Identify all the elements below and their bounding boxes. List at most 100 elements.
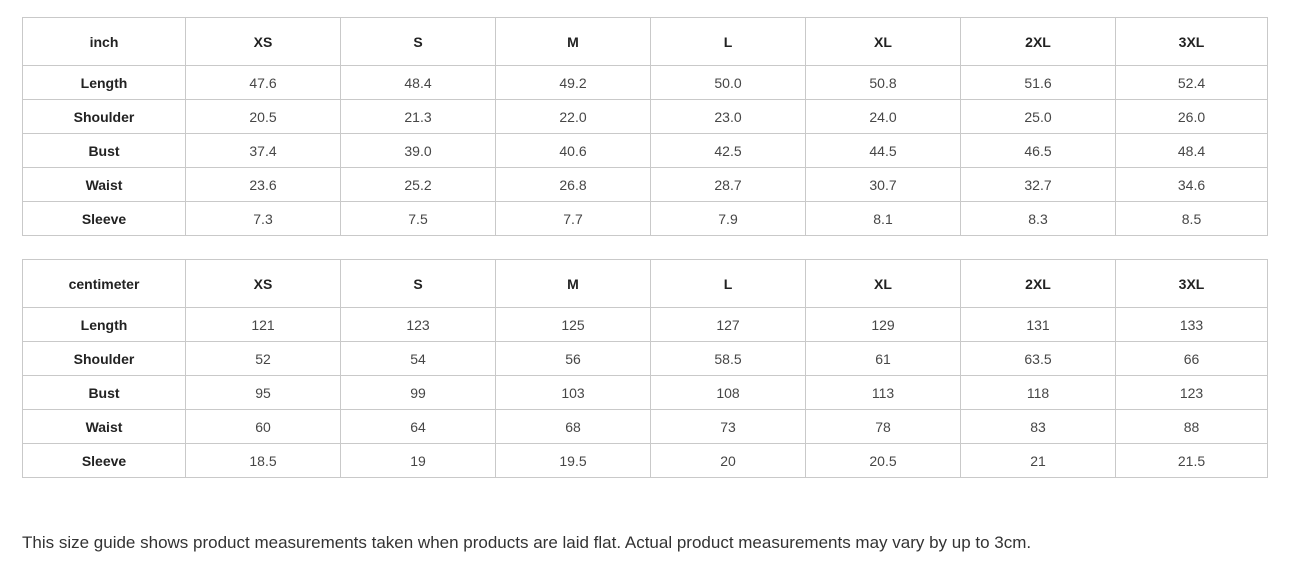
table-row: Bust 37.4 39.0 40.6 42.5 44.5 46.5 48.4 <box>22 133 1268 168</box>
table-row: Shoulder 52 54 56 58.5 61 63.5 66 <box>22 341 1268 376</box>
size-note: This size guide shows product measuremen… <box>22 533 1032 552</box>
measurement-cell: 7.7 <box>495 201 651 236</box>
table-row: Shoulder 20.5 21.3 22.0 23.0 24.0 25.0 26.0 <box>22 99 1268 134</box>
row-label-cell: Waist <box>22 167 186 202</box>
measurement-cell: 7.9 <box>650 201 806 236</box>
row-label-cell: Bust <box>22 375 186 410</box>
size-table-centimeter: centimeter XS S M L XL 2XL 3XL Length 121 123 125 1… <box>22 259 1268 478</box>
measurement-cell: 78 <box>805 409 961 444</box>
measurement-cell: 50.0 <box>650 65 806 100</box>
measurement-cell: 39.0 <box>340 133 496 168</box>
measurement-cell: 25.2 <box>340 167 496 202</box>
header-row: centimeter XS S M L XL 2XL 3XL <box>22 259 1268 308</box>
size-column-header: M <box>495 259 651 308</box>
measurement-cell: 60 <box>185 409 341 444</box>
size-column-header: XS <box>185 259 341 308</box>
measurement-cell: 22.0 <box>495 99 651 134</box>
measurement-cell: 68 <box>495 409 651 444</box>
table-row: Length 47.6 48.4 49.2 50.0 50.8 51.6 52.4 <box>22 65 1268 100</box>
measurement-cell: 95 <box>185 375 341 410</box>
measurement-cell: 42.5 <box>650 133 806 168</box>
measurement-cell: 8.5 <box>1115 201 1268 236</box>
unit-header-cell: inch <box>22 17 186 66</box>
size-column-header: 3XL <box>1115 17 1268 66</box>
measurement-cell: 40.6 <box>495 133 651 168</box>
table-row: Waist 60 64 68 73 78 83 88 <box>22 409 1268 444</box>
measurement-cell: 103 <box>495 375 651 410</box>
measurement-cell: 37.4 <box>185 133 341 168</box>
size-table-centimeter-body: Length 121 123 125 127 129 131 133 Shoulder 52 54 5… <box>22 307 1268 478</box>
measurement-cell: 8.3 <box>960 201 1116 236</box>
measurement-cell: 23.0 <box>650 99 806 134</box>
table-row: Sleeve 18.5 19 19.5 20 20.5 21 21.5 <box>22 443 1268 478</box>
size-column-header: XL <box>805 259 961 308</box>
measurement-cell: 19 <box>340 443 496 478</box>
measurement-cell: 48.4 <box>340 65 496 100</box>
measurement-cell: 129 <box>805 307 961 342</box>
row-label-cell: Sleeve <box>22 443 186 478</box>
size-column-header: XS <box>185 17 341 66</box>
measurement-cell: 58.5 <box>650 341 806 376</box>
measurement-cell: 56 <box>495 341 651 376</box>
table-row: Sleeve 7.3 7.5 7.7 7.9 8.1 8.3 8.5 <box>22 201 1268 236</box>
size-column-header: XL <box>805 17 961 66</box>
header-row: inch XS S M L XL 2XL 3XL <box>22 17 1268 66</box>
measurement-cell: 64 <box>340 409 496 444</box>
measurement-cell: 21 <box>960 443 1116 478</box>
measurement-cell: 25.0 <box>960 99 1116 134</box>
size-table-centimeter-header: centimeter XS S M L XL 2XL 3XL <box>22 259 1268 308</box>
measurement-cell: 44.5 <box>805 133 961 168</box>
measurement-cell: 121 <box>185 307 341 342</box>
measurement-cell: 66 <box>1115 341 1268 376</box>
measurement-cell: 133 <box>1115 307 1268 342</box>
measurement-cell: 123 <box>1115 375 1268 410</box>
measurement-cell: 21.5 <box>1115 443 1268 478</box>
size-column-header: L <box>650 17 806 66</box>
row-label-cell: Waist <box>22 409 186 444</box>
size-table-inch-body: Length 47.6 48.4 49.2 50.0 50.8 51.6 52.4 Should… <box>22 65 1268 236</box>
measurement-cell: 99 <box>340 375 496 410</box>
size-column-header: S <box>340 259 496 308</box>
measurement-cell: 20.5 <box>805 443 961 478</box>
size-column-header: 3XL <box>1115 259 1268 308</box>
measurement-cell: 52.4 <box>1115 65 1268 100</box>
measurement-cell: 23.6 <box>185 167 341 202</box>
size-column-header: M <box>495 17 651 66</box>
measurement-cell: 28.7 <box>650 167 806 202</box>
measurement-cell: 48.4 <box>1115 133 1268 168</box>
measurement-cell: 54 <box>340 341 496 376</box>
table-row: Length 121 123 125 127 129 131 133 <box>22 307 1268 342</box>
row-label-cell: Shoulder <box>22 99 186 134</box>
measurement-cell: 83 <box>960 409 1116 444</box>
measurement-cell: 123 <box>340 307 496 342</box>
measurement-cell: 52 <box>185 341 341 376</box>
size-column-header: L <box>650 259 806 308</box>
row-label-cell: Length <box>22 65 186 100</box>
measurement-cell: 7.5 <box>340 201 496 236</box>
row-label-cell: Shoulder <box>22 341 186 376</box>
measurement-cell: 127 <box>650 307 806 342</box>
row-label-cell: Bust <box>22 133 186 168</box>
measurement-cell: 26.8 <box>495 167 651 202</box>
row-label-cell: Sleeve <box>22 201 186 236</box>
measurement-cell: 73 <box>650 409 806 444</box>
measurement-cell: 7.3 <box>185 201 341 236</box>
measurement-cell: 20.5 <box>185 99 341 134</box>
table-row: Waist 23.6 25.2 26.8 28.7 30.7 32.7 34.6 <box>22 167 1268 202</box>
measurement-cell: 108 <box>650 375 806 410</box>
measurement-cell: 20 <box>650 443 806 478</box>
row-label-cell: Length <box>22 307 186 342</box>
measurement-cell: 50.8 <box>805 65 961 100</box>
size-column-header: S <box>340 17 496 66</box>
measurement-cell: 118 <box>960 375 1116 410</box>
measurement-cell: 18.5 <box>185 443 341 478</box>
measurement-cell: 113 <box>805 375 961 410</box>
measurement-cell: 8.1 <box>805 201 961 236</box>
measurement-cell: 26.0 <box>1115 99 1268 134</box>
measurement-cell: 88 <box>1115 409 1268 444</box>
measurement-cell: 46.5 <box>960 133 1116 168</box>
measurement-cell: 51.6 <box>960 65 1116 100</box>
measurement-cell: 34.6 <box>1115 167 1268 202</box>
measurement-cell: 24.0 <box>805 99 961 134</box>
measurement-cell: 61 <box>805 341 961 376</box>
